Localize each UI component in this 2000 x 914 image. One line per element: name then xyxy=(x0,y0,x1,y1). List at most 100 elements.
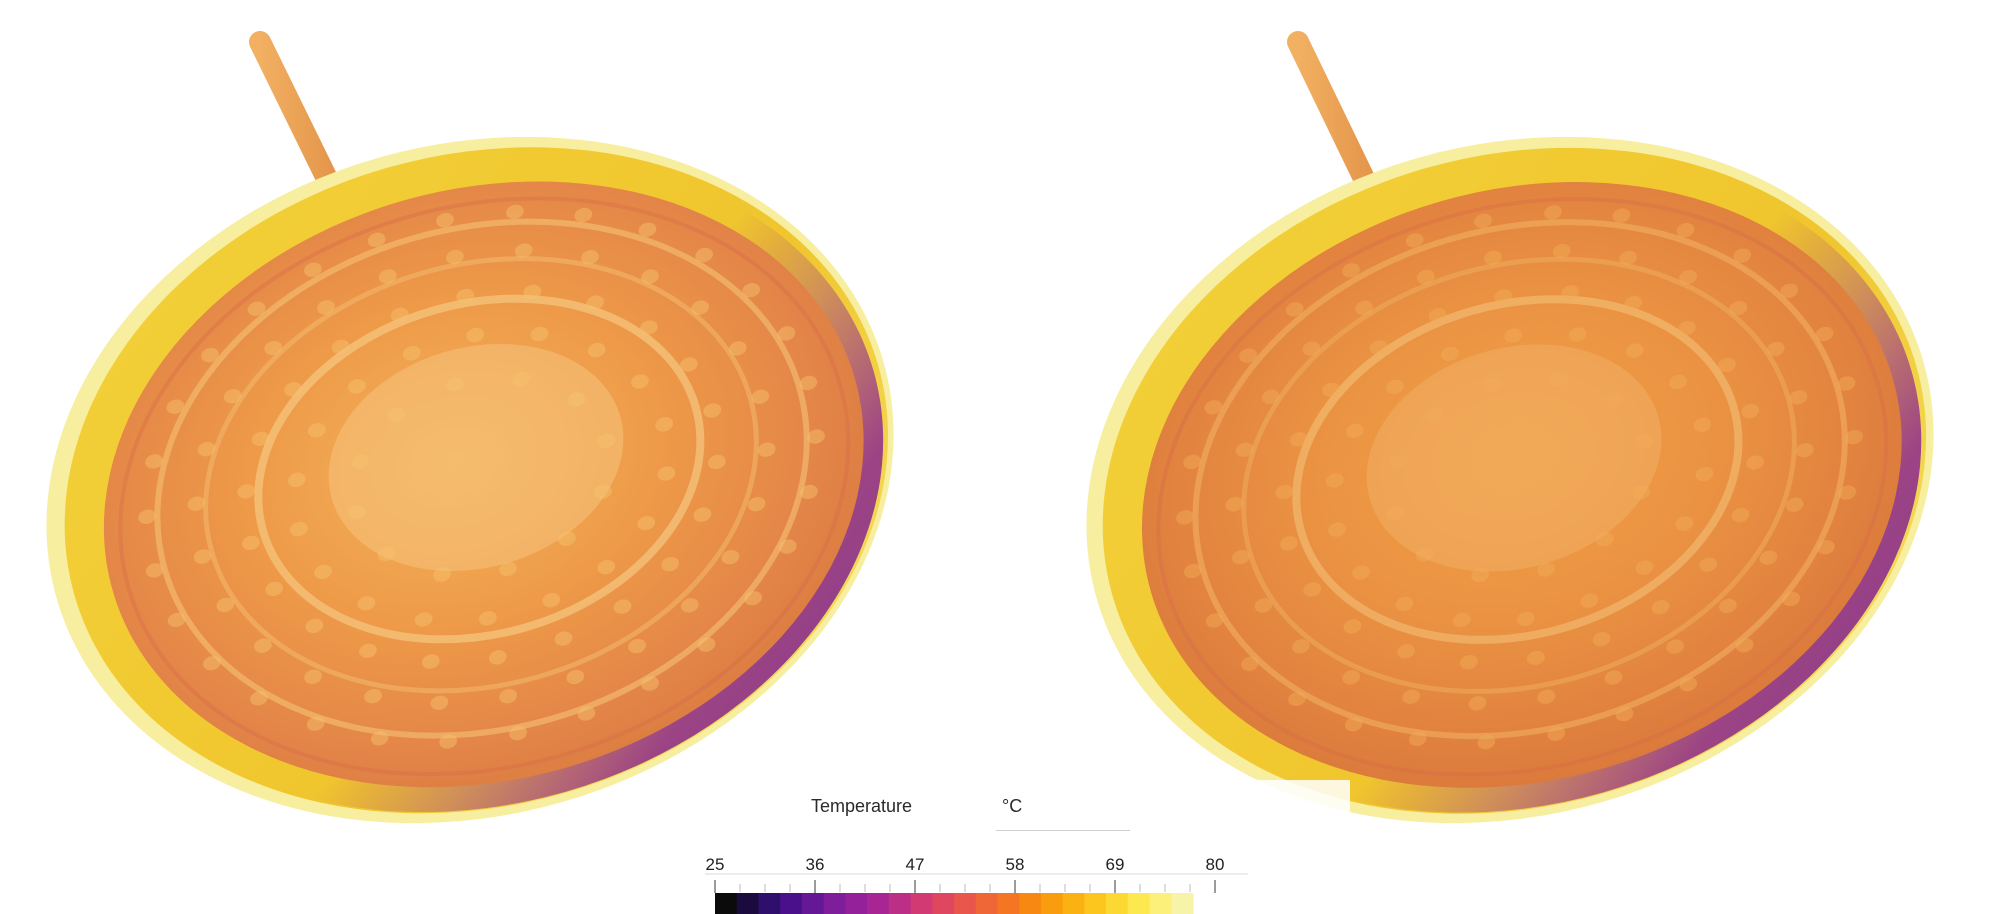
surface-bump xyxy=(287,472,306,488)
surface-bump xyxy=(1561,285,1580,300)
surface-bump xyxy=(628,638,646,654)
surface-bump xyxy=(347,379,366,394)
surface-bump xyxy=(1425,408,1444,423)
surface-bump xyxy=(509,725,527,741)
surface-bump xyxy=(697,637,716,652)
surface-bump xyxy=(265,581,284,597)
colorbar-swatch xyxy=(736,893,759,914)
surface-bump xyxy=(693,507,712,522)
surface-bump xyxy=(1474,213,1492,228)
surface-bump xyxy=(1592,631,1611,647)
surface-bump xyxy=(594,484,612,499)
surface-bump xyxy=(436,213,454,228)
surface-bump xyxy=(1183,563,1202,579)
surface-bump xyxy=(1695,466,1714,482)
surface-bump xyxy=(167,612,186,628)
colorbar-swatch xyxy=(1149,893,1172,914)
surface-bump xyxy=(1679,270,1697,285)
surface-bump xyxy=(1395,596,1414,612)
surface-bump xyxy=(1285,302,1304,317)
surface-bump xyxy=(201,347,219,363)
surface-bump xyxy=(641,269,659,284)
surface-bump xyxy=(1733,248,1752,263)
surface-bump xyxy=(1693,417,1712,433)
surface-bump xyxy=(1275,484,1294,500)
left-center-dome xyxy=(328,343,624,572)
surface-bump xyxy=(1624,295,1643,311)
surface-bump xyxy=(359,643,377,658)
surface-bump xyxy=(574,207,593,223)
surface-bump xyxy=(631,374,649,389)
surface-bump xyxy=(305,618,324,634)
surface-bump xyxy=(145,454,163,469)
surface-bump xyxy=(1369,340,1388,355)
colorbar-tick-label: 80 xyxy=(1206,855,1225,874)
surface-bump xyxy=(1517,611,1535,627)
surface-bump xyxy=(512,371,530,387)
surface-bump xyxy=(1632,485,1650,500)
surface-bump xyxy=(1441,346,1459,361)
surface-bump xyxy=(421,654,440,669)
surface-bump xyxy=(370,731,389,746)
surface-bump xyxy=(317,300,335,315)
surface-bump xyxy=(1785,497,1804,512)
surface-bump xyxy=(1176,510,1195,525)
surface-bump xyxy=(1795,443,1814,458)
surface-bump xyxy=(777,326,796,341)
colorbar-swatch xyxy=(1171,893,1194,914)
colorbar-swatch xyxy=(954,893,977,914)
surface-bump xyxy=(1408,731,1427,747)
surface-bump xyxy=(800,484,818,500)
surface-bump xyxy=(638,222,657,237)
surface-bump xyxy=(597,559,616,575)
surface-bump xyxy=(554,631,573,646)
colorbar-swatch xyxy=(780,893,803,914)
surface-bump xyxy=(586,295,604,310)
surface-bump xyxy=(304,262,322,277)
surface-bump xyxy=(1355,300,1373,316)
colorbar-swatch xyxy=(1062,893,1085,914)
colorbar-swatch xyxy=(1106,893,1129,914)
surface-bump xyxy=(1344,717,1363,732)
surface-bump xyxy=(331,339,350,354)
surface-bump xyxy=(1504,328,1523,343)
surface-bump xyxy=(351,454,369,469)
surface-bump xyxy=(1718,357,1736,373)
colorbar-swatch xyxy=(1040,893,1064,914)
surface-bump xyxy=(657,466,676,481)
surface-bump xyxy=(166,399,185,414)
surface-bump xyxy=(216,597,235,613)
surface-bump xyxy=(1845,429,1863,445)
surface-bump xyxy=(1552,243,1571,259)
surface-bump xyxy=(1766,341,1785,357)
colorbar-tick-label: 58 xyxy=(1006,855,1025,874)
surface-bump xyxy=(691,300,710,315)
surface-bump xyxy=(237,484,256,499)
surface-bump xyxy=(1544,205,1562,220)
surface-bump xyxy=(1292,639,1310,654)
colorbar-swatch xyxy=(845,893,868,914)
surface-bump xyxy=(1675,516,1694,531)
surface-bump xyxy=(703,403,722,418)
surface-bump xyxy=(661,556,679,572)
surface-bump xyxy=(1468,696,1487,711)
surface-bump xyxy=(1699,557,1718,572)
surface-bump xyxy=(708,454,726,470)
surface-bump xyxy=(1619,250,1637,265)
surface-bump xyxy=(193,549,212,564)
surface-bump xyxy=(514,243,533,258)
surface-bump xyxy=(306,716,325,731)
colorbar-swatch xyxy=(997,893,1020,914)
surface-bump xyxy=(1452,612,1471,628)
right-dish-model[interactable] xyxy=(1004,31,2000,914)
surface-bump xyxy=(1719,598,1737,614)
surface-bump xyxy=(347,505,366,520)
colorbar-swatch xyxy=(758,893,781,914)
surface-bump xyxy=(1838,485,1856,500)
surface-bump xyxy=(613,599,632,614)
surface-bump xyxy=(1568,327,1587,342)
left-dish-model[interactable] xyxy=(0,31,976,914)
surface-bump xyxy=(1678,320,1696,336)
surface-bump xyxy=(1254,598,1273,613)
